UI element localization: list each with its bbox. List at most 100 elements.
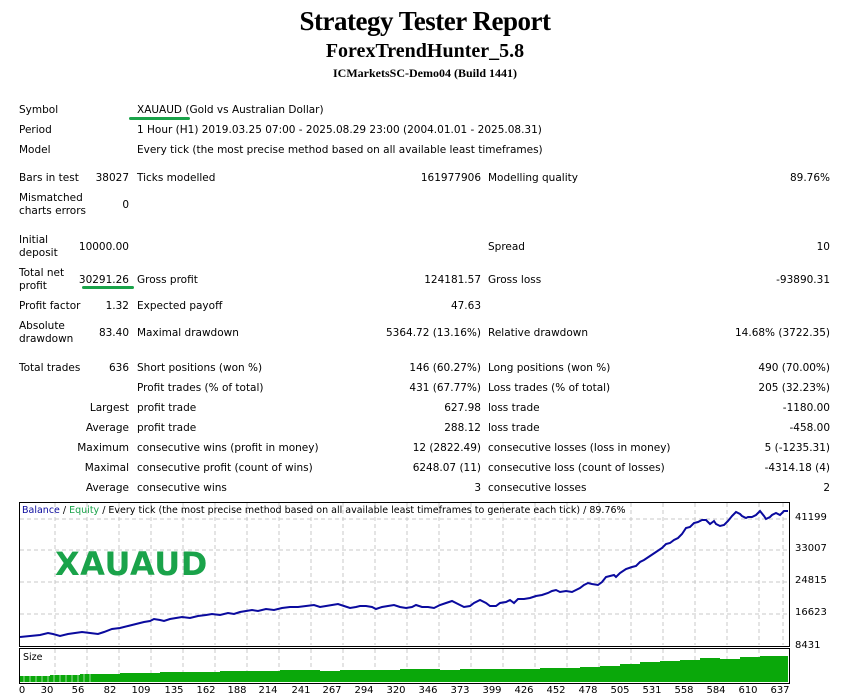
x-axis-tick: 610 [738,685,758,696]
grossloss-label: Gross loss [488,274,542,286]
row-left-label: profit trade [137,422,197,434]
deposit-label-2: deposit [19,247,58,259]
x-axis-tick: 346 [418,685,438,696]
period-value: 1 Hour (H1) 2019.03.25 07:00 - 2025.08.2… [137,124,542,136]
x-axis-tick: 531 [642,685,662,696]
row-prefix: Maximal [84,462,129,474]
absdd-label-2: drawdown [19,333,74,345]
server-build: ICMarketsSC-Demo04 (Build 1441) [333,66,517,80]
row-right-value: -1180.00 [782,402,830,414]
x-axis-tick: 162 [196,685,216,696]
model-label: Model [19,144,51,156]
absdd-value: 83.40 [98,327,129,339]
grossprofit-label: Gross profit [137,274,198,286]
x-axis-tick: 478 [578,685,598,696]
reldd-value: 14.68% (3722.35) [735,327,830,339]
period-label: Period [19,124,52,136]
legend-separator: / [59,505,70,516]
y-axis-tick: 24815 [795,575,827,586]
mismatch-label-1: Mismatched [19,192,83,204]
row-left-value: 3 [474,482,481,494]
netprofit-label-1: Total net [19,267,65,279]
row-right-label: loss trade [488,422,540,434]
chart-legend: Balance / Equity / Every tick (the most … [22,505,626,516]
x-axis-tick: 584 [706,685,726,696]
loss-trades-label: Loss trades (% of total) [488,382,611,394]
row-right-label: consecutive losses [488,482,587,494]
netprofit-highlight-underline [82,286,134,289]
row-prefix: Average [85,422,129,434]
row-left-label: consecutive wins (profit in money) [137,442,319,454]
model-value: Every tick (the most precise method base… [137,144,543,156]
row-prefix: Average [85,482,129,494]
deposit-value: 10000.00 [78,241,129,253]
x-axis-tick: 320 [386,685,406,696]
profit-trades-label: Profit trades (% of total) [137,382,264,394]
profit-trades-value: 431 (67.77%) [409,382,481,394]
row-left-label: consecutive wins [137,482,227,494]
x-axis-tick: 558 [674,685,694,696]
payoff-value: 47.63 [450,300,481,312]
y-axis-tick: 8431 [795,640,821,651]
row-left-value: 12 (2822.49) [412,442,481,454]
x-axis-tick: 135 [164,685,184,696]
row-right-value: -4314.18 (4) [764,462,830,474]
pf-value: 1.32 [105,300,129,312]
balance-chart: Balance / Equity / Every tick (the most … [19,502,790,647]
report-title: Strategy Tester Report [299,6,551,36]
x-axis-tick: 294 [354,685,374,696]
symbol-watermark: XAUAUD [55,545,208,583]
ticks-label: Ticks modelled [137,172,216,184]
loss-trades-value: 205 (32.23%) [758,382,830,394]
deposit-label-1: Initial [19,234,49,246]
ea-name: ForexTrendHunter_5.8 [325,40,525,62]
row-left-label: profit trade [137,402,197,414]
long-value: 490 (70.00%) [758,362,830,374]
quality-label: Modelling quality [488,172,578,184]
y-axis-tick: 41199 [795,512,827,523]
netprofit-value: 30291.26 [78,274,129,286]
pf-label: Profit factor [19,300,81,312]
ticks-value: 161977906 [420,172,481,184]
x-axis-tick: 82 [103,685,117,696]
legend-description: / Every tick (the most precise method ba… [99,505,626,516]
row-prefix: Maximum [77,442,129,454]
x-axis-tick: 505 [610,685,630,696]
row-prefix: Largest [89,402,129,414]
row-right-label: consecutive loss (count of losses) [488,462,665,474]
bars-value: 38027 [95,172,129,184]
symbol-label: Symbol [19,104,59,116]
total-trades-value: 636 [108,362,129,374]
size-bars [20,649,788,682]
payoff-label: Expected payoff [137,300,223,312]
long-label: Long positions (won %) [488,362,611,374]
x-axis-tick: 214 [258,685,278,696]
maxdd-label: Maximal drawdown [137,327,239,339]
spread-label: Spread [488,241,525,253]
netprofit-label-2: profit [19,280,47,292]
row-right-value: 5 (-1235.31) [764,442,830,454]
x-axis-tick: 56 [71,685,85,696]
balance-line [20,509,788,638]
absdd-label-1: Absolute [19,320,65,332]
reldd-label: Relative drawdown [488,327,589,339]
maxdd-value: 5364.72 (13.16%) [386,327,481,339]
y-axis-tick: 16623 [795,607,827,618]
x-axis-tick: 399 [482,685,502,696]
spread-value: 10 [816,241,830,253]
symbol-highlight-underline [129,117,190,120]
row-left-label: consecutive profit (count of wins) [137,462,313,474]
x-axis-tick: 30 [40,685,54,696]
x-axis-tick: 188 [227,685,247,696]
row-right-value: -458.00 [789,422,830,434]
mismatch-label-2: charts errors [19,205,86,217]
row-right-label: loss trade [488,402,540,414]
x-axis-tick: 0 [18,685,26,696]
symbol-value: XAUAUD (Gold vs Australian Dollar) [137,104,324,116]
row-left-value: 627.98 [444,402,481,414]
short-label: Short positions (won %) [137,362,263,374]
y-axis-tick: 33007 [795,543,827,554]
x-axis-tick: 452 [546,685,566,696]
x-axis-tick: 637 [770,685,790,696]
x-axis-tick: 109 [131,685,151,696]
